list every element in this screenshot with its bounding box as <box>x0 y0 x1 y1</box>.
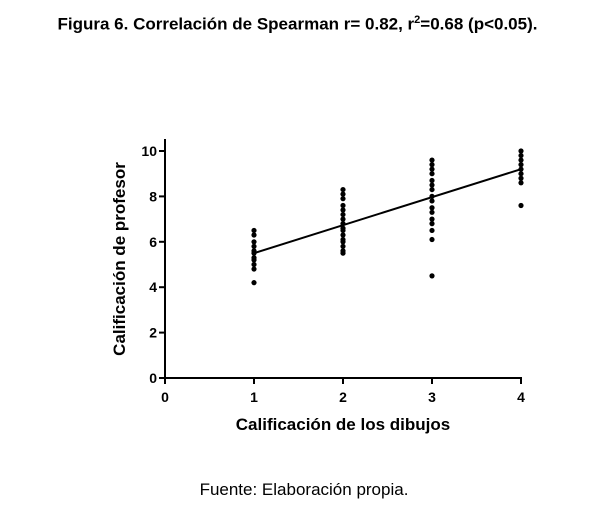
title-text-end: =0.68 (p<0.05). <box>420 14 538 34</box>
chart-marks <box>251 148 524 286</box>
y-tick-label: 4 <box>149 279 157 295</box>
data-point <box>340 227 346 234</box>
data-point <box>340 207 346 213</box>
data-point <box>518 152 524 159</box>
data-point <box>429 186 435 193</box>
x-tick-label: 0 <box>161 389 169 405</box>
y-tick-label: 0 <box>149 370 157 386</box>
data-point <box>518 180 524 186</box>
data-point <box>518 202 524 209</box>
data-point <box>251 243 257 249</box>
data-point <box>429 205 435 211</box>
data-point <box>429 162 435 168</box>
y-tick-label: 6 <box>149 234 157 250</box>
y-tick-label: 8 <box>149 188 157 204</box>
data-point <box>429 177 435 184</box>
data-point <box>340 232 346 238</box>
data-point <box>518 162 524 168</box>
data-point <box>340 196 346 202</box>
data-point <box>340 186 346 193</box>
data-point <box>429 227 435 234</box>
data-point <box>429 157 435 163</box>
y-axis-label: Calificación de profesor <box>110 162 129 356</box>
data-point <box>518 148 524 154</box>
data-point <box>251 266 257 272</box>
data-point <box>518 157 524 163</box>
x-tick-label: 2 <box>339 389 347 405</box>
data-point <box>340 250 346 256</box>
data-point <box>340 211 346 218</box>
data-point <box>429 221 435 227</box>
data-point <box>518 171 524 177</box>
y-tick-label: 2 <box>149 325 157 341</box>
data-point <box>251 280 257 286</box>
data-point <box>340 239 346 245</box>
data-point <box>429 216 435 222</box>
data-point <box>429 171 435 177</box>
data-point <box>251 257 257 263</box>
regression-line <box>253 168 522 255</box>
data-point <box>518 175 524 181</box>
title-superscript: 2 <box>414 14 421 26</box>
x-tick-label: 4 <box>517 389 525 405</box>
x-tick-label: 3 <box>428 389 436 405</box>
data-point <box>429 166 435 172</box>
data-point <box>251 232 257 238</box>
data-point <box>429 182 435 188</box>
x-tick-label: 1 <box>250 389 258 405</box>
data-point <box>429 198 435 204</box>
data-point <box>340 243 346 249</box>
figure-title: Figura 6. Correlación de Spearman r= 0.8… <box>0 14 595 35</box>
data-point <box>429 209 435 215</box>
data-point <box>251 261 257 268</box>
data-point <box>429 273 435 279</box>
x-axis-label: Calificación de los dibujos <box>236 415 450 434</box>
figure-source: Fuente: Elaboración propia. <box>199 480 409 499</box>
data-point <box>251 227 257 234</box>
data-point <box>429 236 435 243</box>
data-point <box>251 239 257 245</box>
title-text: Figura 6. Correlación de Spearman r= 0.8… <box>57 14 415 34</box>
chart-axes: 0 2 4 6 8 10 0 1 2 3 4 <box>141 139 525 405</box>
data-point <box>340 216 346 222</box>
y-tick-label: 10 <box>141 143 157 159</box>
data-point <box>340 191 346 197</box>
data-point <box>340 202 346 209</box>
